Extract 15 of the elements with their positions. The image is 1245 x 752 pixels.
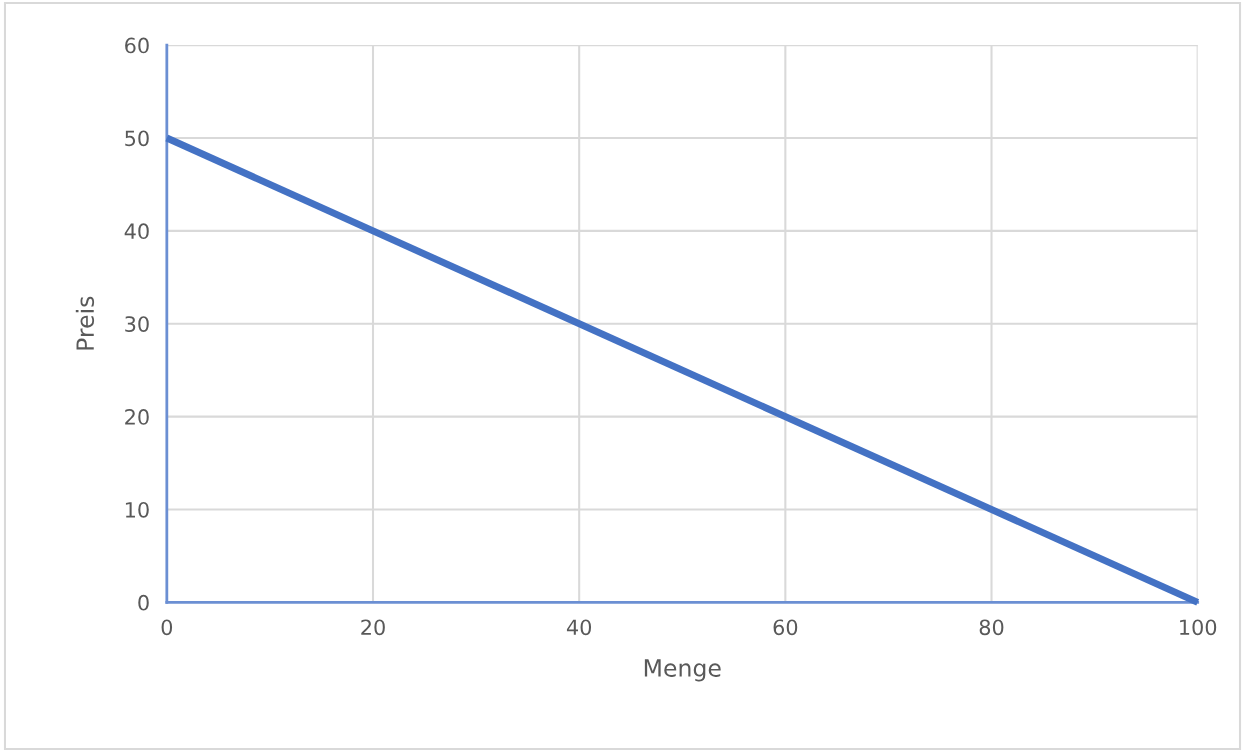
x-axis-title: Menge bbox=[644, 659, 721, 682]
y-tick-label: 10 bbox=[125, 501, 149, 518]
y-tick-label: 0 bbox=[138, 594, 149, 611]
y-tick-label: 60 bbox=[125, 37, 149, 54]
x-tick-label: 100 bbox=[1180, 619, 1217, 636]
x-tick-label: 40 bbox=[566, 619, 592, 636]
y-tick-label: 20 bbox=[125, 409, 149, 425]
y-tick-label: 50 bbox=[125, 130, 149, 147]
x-tick-label: 20 bbox=[361, 619, 385, 636]
x-tick-label: 0 bbox=[161, 619, 173, 636]
x-tick-label: 60 bbox=[773, 619, 798, 636]
y-tick-label: 40 bbox=[124, 223, 149, 240]
y-axis-title: Preis bbox=[75, 296, 95, 350]
y-tick-label: 30 bbox=[125, 316, 149, 332]
x-tick-label: 80 bbox=[979, 619, 1004, 636]
